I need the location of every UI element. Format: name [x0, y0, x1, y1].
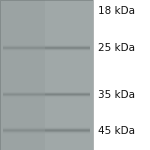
Bar	[45, 93, 90, 94]
Text: 35 kDa: 35 kDa	[98, 90, 135, 99]
Bar	[45, 131, 90, 132]
Bar	[3, 130, 45, 131]
Bar	[3, 127, 45, 128]
Bar	[3, 128, 45, 129]
Bar	[3, 129, 45, 130]
Bar	[3, 93, 45, 94]
Bar	[45, 45, 90, 46]
Text: 18 kDa: 18 kDa	[98, 6, 135, 15]
Bar	[3, 132, 45, 133]
Bar	[45, 128, 90, 129]
Bar	[3, 49, 45, 50]
Bar	[45, 47, 90, 48]
Bar	[45, 129, 90, 130]
Bar	[3, 133, 45, 134]
Bar	[45, 94, 90, 95]
Bar	[45, 92, 90, 93]
Bar	[0, 0, 93, 150]
Bar	[45, 48, 90, 49]
Bar	[45, 127, 90, 128]
Bar	[45, 95, 90, 96]
Bar	[3, 48, 45, 49]
Bar	[45, 130, 90, 131]
Bar	[3, 92, 45, 93]
Bar	[3, 46, 45, 47]
Bar	[45, 50, 90, 51]
Bar	[3, 50, 45, 51]
Text: 45 kDa: 45 kDa	[98, 126, 135, 135]
Bar	[0, 0, 93, 150]
Bar	[0, 0, 45, 150]
Bar	[45, 46, 90, 47]
Bar	[45, 49, 90, 50]
Bar	[3, 94, 45, 95]
Text: 25 kDa: 25 kDa	[98, 43, 135, 53]
Bar	[3, 131, 45, 132]
Bar	[3, 47, 45, 48]
Bar	[3, 45, 45, 46]
Bar	[3, 95, 45, 96]
Bar	[45, 132, 90, 133]
Bar	[45, 133, 90, 134]
